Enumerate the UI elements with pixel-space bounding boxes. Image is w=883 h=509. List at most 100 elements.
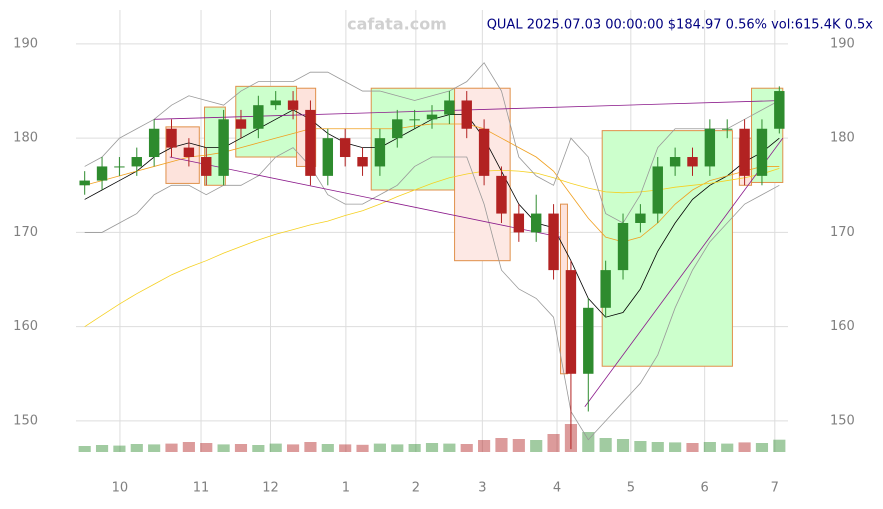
overlay-line	[84, 62, 780, 224]
candle-body	[339, 138, 351, 158]
x-tick-label: 5	[627, 481, 635, 496]
volume-bar	[373, 443, 386, 452]
volume-bar	[391, 444, 404, 452]
candle-body	[496, 175, 507, 214]
volume-bar	[408, 444, 421, 452]
candle-body	[600, 270, 611, 308]
watermark: cafata.com	[347, 15, 447, 34]
x-tick-label: 10	[112, 481, 129, 496]
y-tick-label-right: 160	[830, 319, 855, 334]
volume-bar	[200, 443, 213, 452]
candle-body	[513, 213, 525, 233]
x-tick-label: 12	[262, 481, 279, 496]
candle-body	[183, 147, 195, 158]
volume-bar	[460, 444, 473, 452]
y-tick-label-right: 180	[830, 131, 855, 146]
volume-bar	[78, 446, 91, 452]
candle-body	[148, 128, 160, 158]
volume-bar	[669, 442, 682, 452]
chart-title: QUAL 2025.07.03 00:00:00 $184.97 0.56% v…	[487, 18, 874, 33]
volume-bar	[95, 445, 109, 452]
volume-bar	[286, 444, 300, 452]
candle-body	[565, 270, 577, 374]
candle-body	[774, 91, 785, 129]
y-tick-label-right: 170	[830, 225, 855, 240]
volume-bar	[721, 443, 734, 452]
candle-body	[131, 157, 142, 167]
volume-bar	[773, 439, 786, 452]
volume-bar	[755, 443, 769, 452]
volume-bar	[304, 442, 317, 452]
y-tick-label-right: 190	[830, 36, 855, 51]
volume-bar	[113, 445, 126, 452]
volume-bar	[182, 442, 195, 452]
candle-body	[166, 128, 177, 148]
candle-body	[357, 157, 368, 167]
candle-body	[461, 100, 472, 129]
candle-body	[704, 128, 716, 167]
volume-bar	[269, 443, 282, 452]
volume-bar	[738, 442, 751, 452]
y-tick-label: 180	[13, 131, 38, 146]
candle-body	[739, 128, 750, 176]
volume-bar	[512, 439, 525, 452]
x-tick-label: 1	[342, 481, 350, 496]
x-tick-label: 2	[412, 481, 420, 496]
volume-bar	[443, 443, 456, 452]
volume-bar	[148, 444, 161, 452]
volume-bar	[703, 442, 716, 452]
candle-body	[392, 119, 403, 139]
x-tick-label: 6	[701, 481, 709, 496]
candle-body	[583, 307, 594, 374]
volume-bar	[165, 443, 178, 452]
candle-body	[530, 213, 542, 233]
volume-bar	[599, 438, 612, 452]
candle-body	[96, 166, 108, 181]
candle-body	[218, 119, 229, 176]
candle-body	[322, 138, 334, 176]
trend-line	[584, 137, 784, 408]
volume-bar	[252, 445, 265, 452]
candle-body	[426, 114, 438, 120]
candle-body	[235, 119, 247, 129]
candle-body	[79, 180, 90, 186]
candle-body	[722, 128, 733, 130]
candle-body	[478, 128, 490, 176]
candle-body	[444, 100, 455, 115]
volume-bar	[478, 440, 491, 452]
volume-bar	[339, 444, 352, 452]
volume-bar	[651, 442, 664, 452]
y-tick-label-right: 150	[830, 413, 855, 428]
volume-bar	[356, 444, 369, 452]
candle-body	[374, 138, 386, 167]
candle-body	[287, 100, 299, 110]
candle-body	[756, 128, 768, 176]
candle-body	[114, 166, 125, 168]
overlay-line	[84, 167, 780, 327]
volume-bar	[686, 443, 699, 452]
plot	[78, 62, 786, 452]
volume-bar	[530, 440, 543, 452]
candle-body	[635, 213, 646, 223]
y-tick-label: 150	[13, 413, 38, 428]
x-tick-label: 11	[193, 481, 210, 496]
candle-body	[305, 109, 316, 176]
volume-bar	[130, 444, 143, 452]
overlay-line	[84, 147, 780, 441]
y-tick-label: 160	[13, 319, 38, 334]
volume-bar	[616, 439, 630, 452]
x-tick-label: 4	[553, 481, 561, 496]
trend-line	[169, 156, 561, 238]
volume-bar	[495, 438, 508, 452]
x-tick-label: 7	[771, 481, 779, 496]
candle-body	[548, 213, 559, 271]
volume-bar	[217, 444, 230, 452]
volume-bar	[321, 444, 334, 452]
candle-body	[652, 166, 663, 214]
candle-body	[669, 157, 681, 167]
x-tick-label: 3	[478, 481, 486, 496]
candle-body	[409, 119, 420, 121]
candle-body	[253, 105, 264, 129]
